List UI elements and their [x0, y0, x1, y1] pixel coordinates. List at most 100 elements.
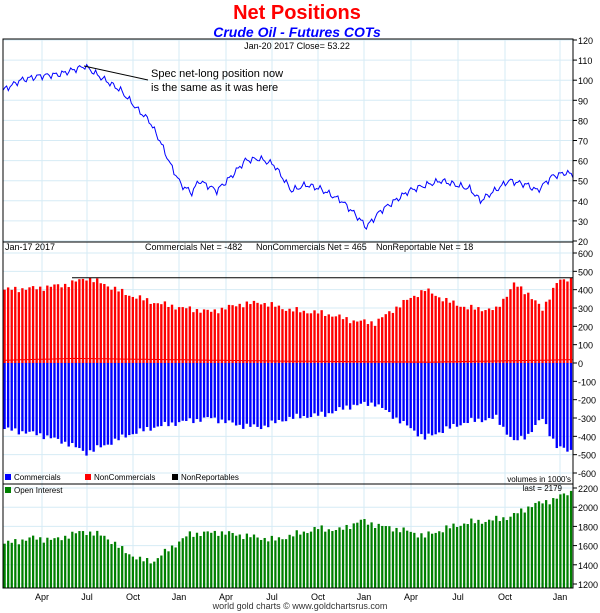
open-interest-bar — [431, 533, 434, 588]
open-interest-bar — [292, 536, 295, 588]
open-interest-bar — [317, 529, 320, 588]
open-interest-bar — [46, 537, 49, 588]
commercials-bar — [473, 363, 477, 422]
noncommercials-bar — [480, 311, 484, 363]
open-interest-bar — [463, 523, 466, 588]
commercials-bar — [477, 363, 480, 419]
open-interest-bar — [349, 528, 352, 588]
commercials-bar — [274, 363, 277, 424]
x-tick-label: Oct — [498, 592, 513, 602]
noncommercials-bar — [541, 310, 544, 363]
open-interest-bar — [146, 558, 149, 588]
noncommercials-bar — [423, 291, 427, 363]
noncommercials-bar — [544, 301, 548, 363]
noncommercials-bar — [256, 302, 259, 363]
open-interest-bar — [256, 537, 259, 588]
noncommercials-bar — [306, 313, 309, 363]
noncommercials-bar — [370, 321, 373, 363]
commercials-bar — [24, 363, 28, 434]
open-interest-bar — [384, 526, 387, 588]
noncommercials-bar — [316, 313, 320, 363]
noncommercials-bar — [149, 303, 152, 363]
commercials-bar — [324, 363, 327, 417]
open-interest-bar — [352, 523, 355, 588]
noncommercials-bar — [156, 303, 159, 363]
legend-swatch — [5, 487, 11, 493]
noncommercials-bar — [231, 305, 234, 363]
open-interest-bar — [409, 531, 412, 588]
noncommercials-bar — [338, 314, 341, 363]
commercials-bar — [120, 363, 124, 435]
y-tick-label: 400 — [578, 286, 593, 296]
commercials-bar — [256, 363, 259, 427]
commercials-bar — [206, 363, 209, 418]
noncommercials-bar — [192, 312, 195, 363]
open-interest-bar — [267, 541, 270, 588]
noncommercials-bar — [17, 292, 21, 363]
noncommercials-bar — [377, 318, 380, 363]
y-tick-label: 80 — [578, 116, 588, 126]
commercials-bar — [509, 363, 512, 437]
noncommercials-bar — [398, 307, 402, 363]
open-interest-bar — [484, 521, 487, 588]
y-tick-label: 50 — [578, 177, 588, 187]
noncommercials-bar — [299, 312, 302, 363]
open-interest-bar — [402, 527, 405, 588]
y-tick-label: 2200 — [578, 484, 598, 494]
x-tick-label: Oct — [311, 592, 326, 602]
open-interest-bar — [288, 534, 291, 588]
noncommercials-bar — [462, 306, 466, 363]
commercials-bar — [345, 363, 348, 406]
commercials-bar — [113, 363, 117, 439]
open-interest-bar — [81, 531, 85, 588]
open-interest-bar — [406, 530, 409, 588]
noncommercials-bar — [395, 306, 398, 363]
commercials-bar — [56, 363, 60, 439]
commercials-bar — [416, 363, 420, 437]
open-interest-bar — [427, 531, 430, 588]
annotation-pointer — [83, 65, 149, 81]
noncommercials-bar — [555, 283, 558, 363]
open-interest-bar — [163, 548, 167, 588]
noncommercials-bar — [10, 289, 13, 363]
commercials-bar — [395, 363, 398, 418]
commercials-bar — [299, 363, 302, 419]
noncommercials-bar — [388, 311, 391, 363]
commercials-bar — [17, 363, 21, 435]
panel2-stat-noncommercials: NonCommercials Net = 465 — [256, 242, 367, 252]
commercials-bar — [409, 363, 412, 429]
noncommercials-bar — [366, 324, 370, 363]
nonreportables-line — [2, 357, 574, 363]
commercials-bar — [88, 363, 92, 451]
open-interest-bar — [520, 508, 523, 588]
commercials-bar — [6, 363, 10, 428]
commercials-bar — [124, 363, 127, 438]
noncommercials-bar — [113, 286, 117, 363]
y-tick-label: -400 — [578, 432, 596, 442]
noncommercials-bar — [495, 306, 498, 363]
noncommercials-bar — [85, 280, 88, 363]
commercials-bar — [348, 363, 352, 410]
noncommercials-bar — [559, 279, 562, 363]
noncommercials-bar — [224, 309, 227, 363]
open-interest-bar — [178, 541, 181, 588]
open-interest-bar — [160, 555, 163, 588]
noncommercials-bar — [202, 309, 206, 363]
noncommercials-bar — [313, 310, 316, 363]
noncommercials-bar — [373, 325, 377, 363]
open-interest-bar — [313, 527, 316, 588]
commercials-bar — [153, 363, 156, 428]
open-interest-bar — [277, 537, 281, 588]
commercials-bar — [249, 363, 252, 427]
open-interest-bar — [192, 536, 195, 588]
commercials-bar — [448, 363, 452, 429]
open-interest-bar — [491, 520, 494, 588]
open-interest-bar — [217, 535, 220, 588]
commercials-bar — [537, 363, 541, 421]
open-interest-bar — [459, 525, 462, 588]
open-interest-bar — [309, 531, 313, 588]
noncommercials-bar — [42, 290, 45, 363]
noncommercials-bar — [181, 307, 184, 363]
commercials-bar — [10, 363, 13, 431]
commercials-bar — [242, 363, 245, 429]
